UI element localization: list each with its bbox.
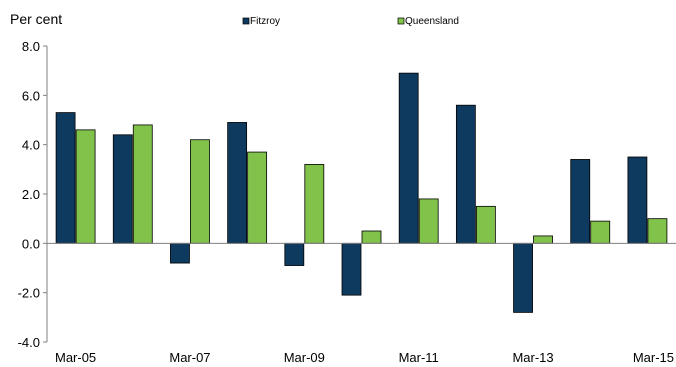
x-tick-label: Mar-07 xyxy=(169,350,210,365)
bar-fitzroy-mar-05 xyxy=(55,112,76,244)
bar-queensland-mar-12 xyxy=(475,205,496,244)
x-tick-label: Mar-11 xyxy=(399,350,439,365)
y-axis: 8.0 6.0 4.0 2.0 0.0 -2.0 -4.0 xyxy=(18,39,47,350)
legend-label-fitzroy: Fitzroy xyxy=(250,16,280,27)
bar-fitzroy-mar-11 xyxy=(398,72,419,244)
y-tick-label: 4.0 xyxy=(22,138,40,153)
bar-fitzroy-mar-15 xyxy=(627,156,648,244)
bar-fitzroy-mar-07 xyxy=(170,242,190,264)
bar-fitzroy-mar-12 xyxy=(455,104,476,244)
x-axis: Mar-05 Mar-07 Mar-09 Mar-11 Mar-13 Mar-15 xyxy=(55,350,674,365)
bar-queensland-mar-09 xyxy=(304,163,325,244)
legend-swatch-queensland xyxy=(397,17,405,25)
bar-queensland-mar-13 xyxy=(533,235,553,244)
y-tick-label: 0.0 xyxy=(22,236,40,251)
bar-fitzroy-mar-08 xyxy=(227,122,248,244)
x-tick-label: Mar-09 xyxy=(284,350,325,365)
y-axis-title: Per cent xyxy=(10,11,62,27)
bar-queensland-mar-11 xyxy=(418,198,439,244)
bar-fitzroy-mar-13 xyxy=(513,242,533,313)
bar-queensland-mar-14 xyxy=(590,220,611,244)
bar-fitzroy-mar-14 xyxy=(570,159,591,244)
legend-label-queensland: Queensland xyxy=(405,16,459,27)
bar-queensland-mar-10 xyxy=(361,230,382,244)
bar-queensland-mar-05 xyxy=(75,129,96,244)
bar-queensland-mar-07 xyxy=(190,139,210,244)
x-tick-label: Mar-13 xyxy=(512,350,553,365)
legend-swatch-fitzroy xyxy=(242,17,250,25)
y-tick-label: -4.0 xyxy=(18,335,40,350)
x-tick-label: Mar-15 xyxy=(633,350,674,365)
x-tick-label: Mar-05 xyxy=(55,350,96,365)
bar-fitzroy-mar-06 xyxy=(112,134,133,244)
legend: Fitzroy Queensland xyxy=(242,16,459,27)
bar-fitzroy-mar-09 xyxy=(284,242,305,266)
axes xyxy=(46,46,676,342)
y-tick-label: 8.0 xyxy=(22,39,40,54)
y-tick-label: 6.0 xyxy=(22,88,40,103)
bar-queensland-mar-08 xyxy=(247,151,268,244)
bar-queensland-mar-15 xyxy=(647,218,668,244)
bar-fitzroy-mar-10 xyxy=(341,242,362,296)
y-tick-label: 2.0 xyxy=(22,187,40,202)
bars xyxy=(55,72,668,313)
y-tick-label: -2.0 xyxy=(18,286,40,301)
bar-queensland-mar-06 xyxy=(132,124,153,244)
